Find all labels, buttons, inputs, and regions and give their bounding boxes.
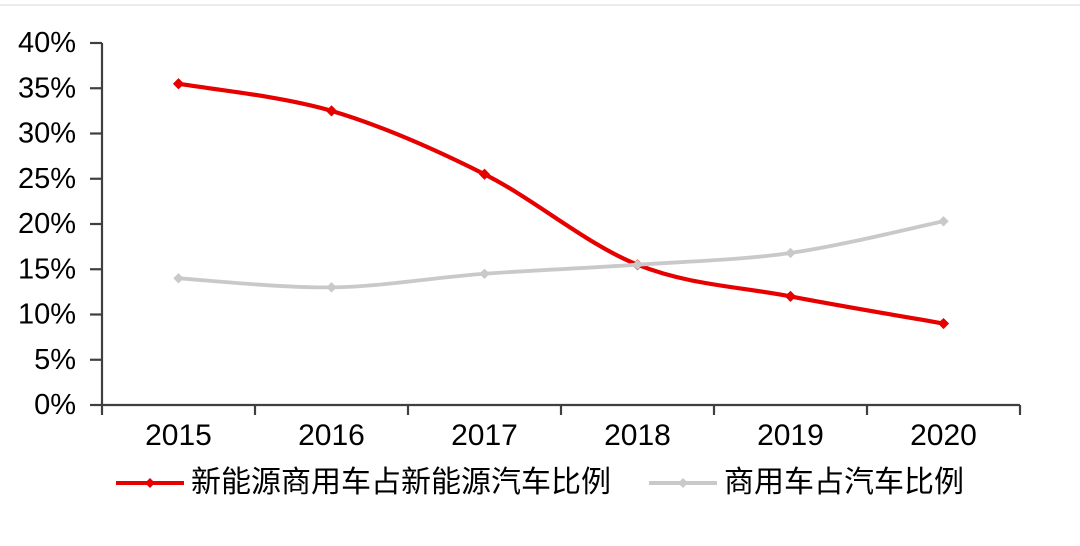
y-axis-label: 40%	[18, 27, 76, 59]
series-marker-1	[173, 273, 184, 284]
chart-legend: 新能源商用车占新能源汽车比例 商用车占汽车比例	[0, 466, 1080, 501]
series-marker-0	[937, 317, 950, 330]
series-marker-1	[632, 259, 643, 270]
y-axis-label: 0%	[34, 389, 76, 421]
series-marker-0	[172, 78, 185, 90]
y-axis-label: 30%	[18, 118, 76, 150]
series-marker-0	[325, 105, 338, 117]
series-marker-1	[326, 282, 337, 293]
x-axis-label: 2017	[451, 419, 518, 452]
legend-item-commercial-share: 商用车占汽车比例	[649, 466, 964, 501]
series-marker-1	[479, 268, 490, 279]
legend-marker	[145, 478, 155, 489]
y-axis-label: 15%	[18, 253, 76, 285]
legend-label-nev-commercial-share: 新能源商用车占新能源汽车比例	[191, 466, 611, 499]
series-line-1	[176, 219, 946, 290]
series-marker-1	[785, 247, 796, 259]
series-line-0	[176, 81, 946, 326]
y-axis-label: 10%	[18, 299, 76, 331]
x-axis-label: 2019	[757, 419, 824, 452]
y-axis-label: 25%	[18, 163, 76, 195]
series-marker-1	[938, 216, 949, 227]
x-axis-label: 2016	[298, 419, 365, 452]
legend-marker	[678, 478, 688, 489]
x-axis-label: 2018	[604, 419, 671, 452]
x-axis-label: 2020	[910, 419, 977, 452]
legend-label-commercial-share: 商用车占汽车比例	[724, 466, 964, 499]
y-axis-label: 5%	[34, 344, 76, 376]
x-axis-label: 2015	[145, 419, 212, 452]
y-axis-label: 35%	[18, 72, 76, 104]
series-marker-0	[784, 290, 797, 302]
top-divider	[0, 4, 1080, 6]
gray-series-line-icon	[649, 478, 717, 489]
y-axis-label: 20%	[18, 208, 76, 240]
series-marker-0	[478, 168, 491, 180]
red-series-line-icon	[116, 478, 184, 489]
legend-item-nev-commercial-share: 新能源商用车占新能源汽车比例	[116, 466, 611, 501]
